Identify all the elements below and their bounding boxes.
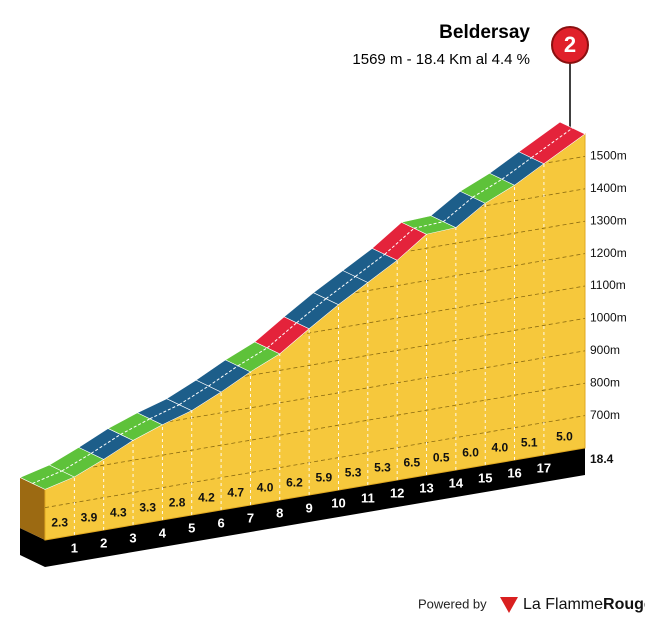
segment-edge	[266, 322, 297, 349]
grid-line	[45, 415, 585, 508]
gradient-label: 5.3	[345, 466, 362, 480]
gradient-label: 4.0	[257, 481, 274, 495]
logo	[500, 597, 518, 613]
chart-title: Beldersay	[439, 22, 530, 43]
badge-label: 2	[564, 32, 576, 57]
gradient-label: 2.3	[51, 516, 68, 530]
km-label: 9	[306, 500, 313, 515]
segment-edge	[472, 178, 503, 198]
segment-edge	[149, 404, 180, 420]
distance-label: 18.4	[590, 452, 614, 466]
subtitle: 1569 m - 18.4 Km al 4.4 %	[352, 51, 530, 68]
segment-edge	[178, 385, 209, 406]
gradient-label: 4.2	[198, 491, 215, 505]
footer-prefix: Powered by	[418, 596, 487, 611]
gradient-label: 4.3	[110, 506, 127, 520]
y-tick-label: 900m	[590, 343, 620, 357]
km-label: 10	[331, 495, 345, 510]
km-label: 13	[419, 480, 433, 495]
y-tick-label: 1300m	[590, 213, 627, 227]
base-strip	[20, 448, 585, 567]
gradient-label: 6.2	[286, 476, 303, 490]
segment-edge	[61, 452, 92, 472]
segment-edge	[90, 434, 121, 454]
km-label: 4	[159, 525, 167, 540]
km-label: 3	[129, 530, 136, 545]
y-tick-label: 1500m	[590, 149, 627, 163]
segment-edge	[531, 127, 573, 159]
y-tick-label: 1000m	[590, 311, 627, 325]
gradient-label: 4.0	[492, 441, 509, 455]
segment-edge	[413, 221, 444, 229]
grid-line	[45, 382, 585, 476]
segment-edge	[208, 365, 239, 387]
km-label: 8	[276, 505, 283, 520]
km-label: 2	[100, 535, 107, 550]
km-label: 6	[217, 515, 224, 530]
gradient-label: 6.0	[462, 446, 479, 460]
km-label: 7	[247, 510, 254, 525]
segment-edge	[296, 298, 327, 324]
gradient-label: 5.0	[556, 430, 573, 444]
brand: La Flamme	[523, 596, 603, 613]
km-label: 11	[361, 490, 375, 505]
segment-edge	[237, 347, 268, 367]
gradient-label: 6.5	[404, 456, 421, 470]
km-label: 12	[390, 485, 404, 500]
brand-bold: Rouge	[603, 596, 645, 613]
km-label: 5	[188, 520, 195, 535]
km-label: 14	[449, 475, 464, 490]
y-tick-label: 800m	[590, 375, 620, 389]
gradient-label: 3.3	[139, 501, 156, 515]
gradient-label: 0.5	[433, 451, 450, 465]
segment-edge	[501, 157, 532, 180]
segment-edge	[384, 227, 415, 255]
segment-edge	[355, 253, 385, 277]
badge	[551, 26, 589, 64]
y-tick-label: 1100m	[590, 278, 626, 292]
footer-brand: La FlammeRouge	[523, 596, 645, 613]
segment-edge	[32, 470, 63, 484]
gradient-label: 5.1	[521, 436, 538, 450]
km-label: 17	[537, 460, 551, 475]
gradient-label: 5.3	[374, 461, 391, 475]
y-tick-label: 1400m	[590, 181, 627, 195]
segment-edge	[120, 418, 151, 435]
gradient-label: 2.8	[169, 496, 186, 510]
km-label: 15	[478, 470, 492, 485]
segment-edge	[443, 196, 474, 223]
gradient-label: 5.9	[315, 471, 332, 485]
km-label: 1	[71, 540, 78, 555]
gradient-label: 4.7	[227, 486, 244, 500]
segment-edge	[325, 276, 356, 300]
side-face	[20, 477, 45, 540]
km-label: 16	[507, 465, 521, 480]
y-tick-label: 700m	[590, 408, 620, 422]
gradient-label: 3.9	[81, 511, 98, 525]
y-tick-label: 1200m	[590, 246, 627, 260]
